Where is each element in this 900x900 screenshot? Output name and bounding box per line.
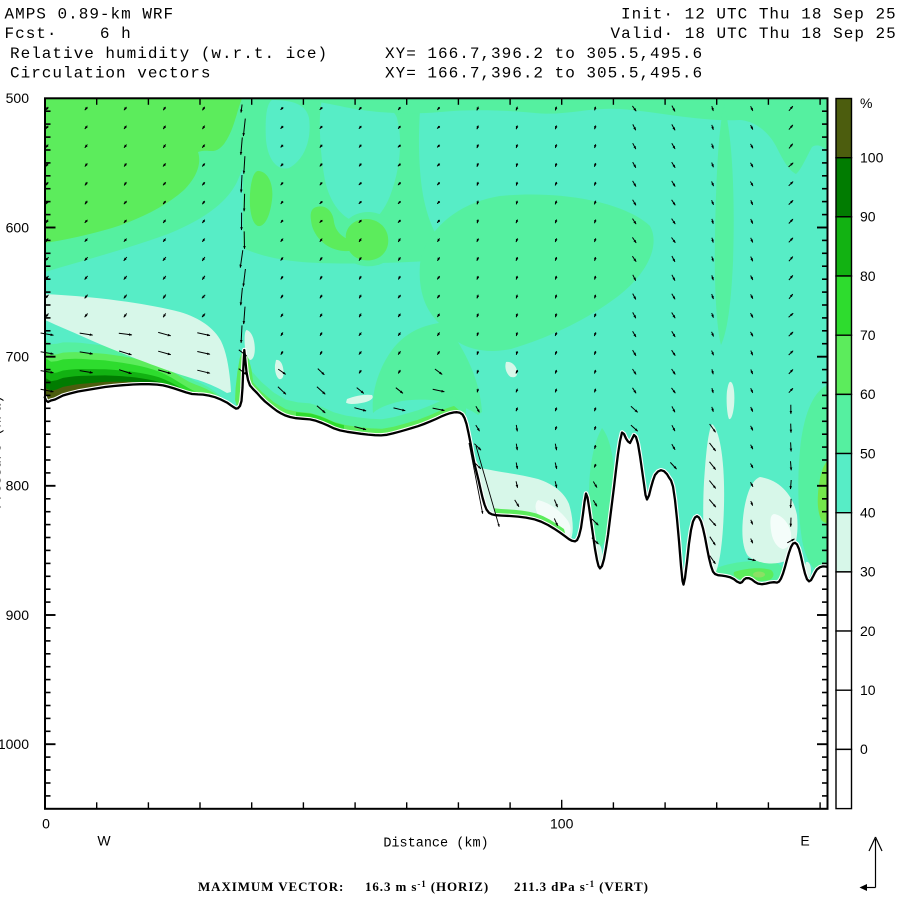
svg-text:0: 0 — [860, 741, 868, 757]
svg-text:30: 30 — [860, 564, 876, 580]
svg-text:%: % — [860, 95, 872, 111]
svg-text:MAXIMUM VECTOR:: MAXIMUM VECTOR: — [198, 879, 344, 894]
svg-text:Distance (km): Distance (km) — [383, 837, 488, 852]
svg-text:Fcst· 6 h: Fcst· 6 h — [5, 25, 132, 43]
svg-text:700: 700 — [6, 349, 30, 365]
svg-text:Init· 12 UTC Thu 18 Sep 25: Init· 12 UTC Thu 18 Sep 25 — [621, 5, 897, 23]
svg-text:0: 0 — [42, 816, 50, 832]
svg-text:500: 500 — [6, 90, 30, 106]
svg-text:40: 40 — [860, 505, 876, 521]
svg-text:Relative humidity (w.r.t. ice): Relative humidity (w.r.t. ice) — [10, 45, 328, 63]
svg-text:600: 600 — [6, 219, 30, 235]
svg-text:E: E — [800, 833, 809, 849]
svg-text:Pressure (hPa): Pressure (hPa) — [0, 395, 6, 508]
svg-text:AMPS 0.89-km WRF: AMPS 0.89-km WRF — [5, 5, 175, 23]
svg-text:Circulation vectors: Circulation vectors — [10, 65, 211, 83]
svg-text:100: 100 — [860, 150, 884, 166]
svg-text:80: 80 — [860, 268, 876, 284]
svg-text:50: 50 — [860, 445, 876, 461]
svg-text:70: 70 — [860, 327, 876, 343]
svg-text:211.3 dPa s-1 (VERT): 211.3 dPa s-1 (VERT) — [514, 879, 649, 894]
svg-text:90: 90 — [860, 209, 876, 225]
svg-text:800: 800 — [6, 478, 30, 494]
svg-text:20: 20 — [860, 623, 876, 639]
svg-text:16.3 m s-1 (HORIZ): 16.3 m s-1 (HORIZ) — [365, 879, 489, 894]
svg-text:Valid· 18 UTC Thu 18 Sep 25: Valid· 18 UTC Thu 18 Sep 25 — [611, 25, 897, 43]
svg-text:XY= 166.7,396.2 to 305.5,495.6: XY= 166.7,396.2 to 305.5,495.6 — [385, 65, 703, 83]
svg-text:100: 100 — [550, 816, 574, 832]
svg-text:W: W — [97, 833, 111, 849]
svg-text:900: 900 — [6, 607, 30, 623]
svg-text:XY= 166.7,396.2 to 305.5,495.6: XY= 166.7,396.2 to 305.5,495.6 — [385, 45, 703, 63]
svg-text:60: 60 — [860, 386, 876, 402]
svg-text:10: 10 — [860, 682, 876, 698]
svg-text:1000: 1000 — [0, 736, 29, 752]
